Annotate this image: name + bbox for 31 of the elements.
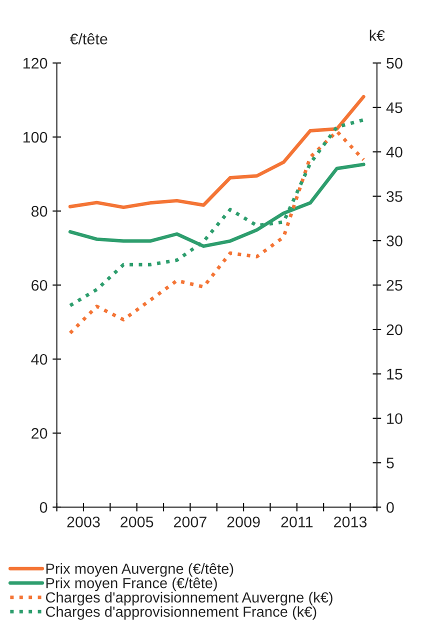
y2-tick-label: 5 [386, 458, 394, 468]
y-axis-title: €/tête [70, 33, 108, 44]
y-tick-label: 60 [32, 280, 48, 291]
legend-label: Prix moyen Auvergne (€/tête) [46, 563, 234, 577]
y-tick-label: 0 [40, 502, 48, 513]
x-tick-label: 2005 [120, 516, 154, 528]
y2-tick-label: 10 [387, 413, 402, 424]
y2-tick-label: 25 [386, 280, 402, 291]
y-tick-label: 40 [31, 354, 48, 365]
y2-tick-label: 30 [386, 236, 402, 246]
y2-tick-label: 15 [387, 368, 402, 380]
legend-label: Charges d'approvisionnement Auvergne (k€) [46, 592, 332, 606]
x-tick-label: 2011 [281, 516, 313, 528]
y2-tick-label: 20 [386, 324, 402, 336]
y2-tick-label: 40 [386, 146, 402, 158]
legend-label: Prix moyen France (€/tête) [46, 578, 217, 592]
x-tick-label: 2013 [334, 516, 367, 528]
legend-label: Charges d'approvisionnement France (k€) [46, 606, 316, 620]
y2-tick-label: 35 [386, 191, 402, 202]
y2-tick-label: 45 [386, 102, 402, 114]
y-tick-label: 120 [23, 58, 48, 69]
y2-tick-label: 50 [386, 58, 402, 69]
x-tick-label: 2007 [174, 516, 206, 528]
y2-tick-label: 0 [386, 502, 394, 513]
line-series [68, 118, 366, 308]
y2-axis-title: k€ [370, 30, 385, 41]
y-tick-label: 100 [23, 132, 48, 143]
y-tick-label: 20 [32, 428, 48, 439]
x-tick-label: 2009 [227, 516, 260, 528]
y-tick-label: 80 [31, 206, 48, 217]
x-tick-label: 2003 [67, 516, 100, 528]
